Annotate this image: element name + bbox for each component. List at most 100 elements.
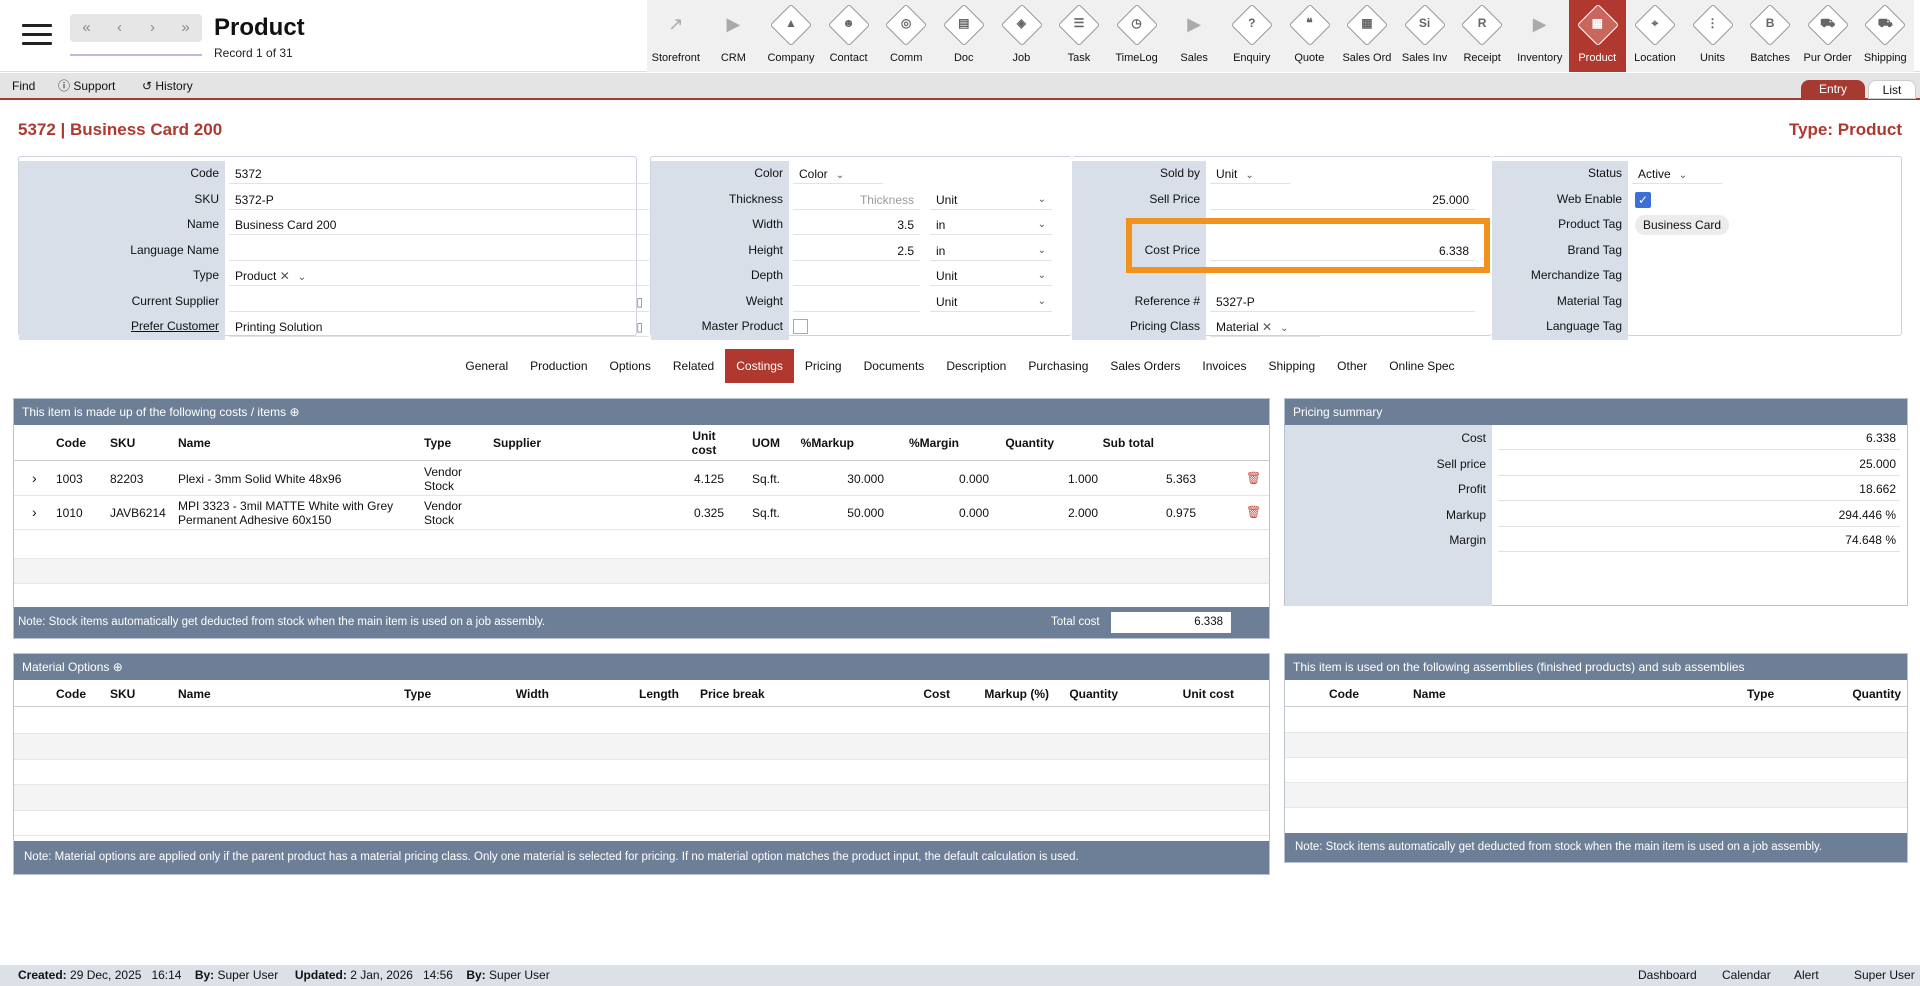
module-location[interactable]: ⌖ Location [1626, 0, 1684, 72]
expand-chevron-icon[interactable]: › [32, 504, 37, 520]
module-receipt[interactable]: R Receipt [1453, 0, 1511, 72]
module-comm[interactable]: ◎ Comm [877, 0, 935, 72]
module-label: Job [1012, 52, 1031, 64]
status-select[interactable]: Active ⌄ [1632, 164, 1722, 184]
module-company[interactable]: ▲ Company [762, 0, 820, 72]
tab-description[interactable]: Description [946, 359, 1007, 373]
web-enable-checkbox[interactable]: ✓ [1635, 191, 1651, 208]
module-doc[interactable]: ▤ Doc [934, 0, 993, 72]
find-button[interactable]: Find [4, 77, 43, 96]
module-units[interactable]: ⋮ Units [1683, 0, 1742, 72]
trash-icon[interactable]: 🗑 [1246, 471, 1262, 485]
prev-record-button[interactable]: ‹ [117, 19, 122, 36]
color-select[interactable]: Color ⌄ [793, 164, 883, 184]
clear-icon[interactable]: ✕ [276, 269, 290, 283]
tab-costings[interactable]: Costings [725, 349, 794, 383]
product-tag-chip[interactable]: Business Card [1635, 215, 1730, 235]
tab-options[interactable]: Options [609, 359, 651, 373]
chevron-down-icon[interactable]: ⌄ [1245, 170, 1254, 181]
field-value[interactable]: 3.5 [793, 215, 920, 235]
unit-select[interactable]: Unit ⌄ [930, 266, 1052, 286]
module-pur-order[interactable]: ⛟ Pur Order [1798, 0, 1857, 72]
tab-pricing[interactable]: Pricing [804, 359, 842, 373]
field-label: Prefer Customer [19, 314, 225, 340]
tab-production[interactable]: Production [530, 359, 588, 373]
chevron-down-icon[interactable]: ⌄ [1037, 295, 1046, 307]
unit-select[interactable]: Unit ⌄ [930, 190, 1052, 210]
field-value[interactable]: 5372 [229, 164, 649, 184]
field-value[interactable] [793, 292, 920, 312]
field-value[interactable] [229, 241, 649, 261]
unit-select[interactable]: Unit ⌄ [930, 292, 1052, 312]
list-tab[interactable]: List [1868, 80, 1916, 99]
field-value[interactable]: 2.5 [793, 241, 920, 261]
lookup-list-icon[interactable]: ▯ [636, 294, 643, 309]
tab-shipping[interactable]: Shipping [1268, 359, 1316, 373]
user-link[interactable]: Super User [1854, 968, 1915, 982]
chevron-down-icon[interactable]: ⌄ [835, 170, 845, 181]
tab-related[interactable]: Related [672, 359, 715, 373]
module-sales-inv[interactable]: Si Sales Inv [1395, 0, 1454, 72]
chevron-down-icon[interactable]: ⌄ [1037, 270, 1046, 281]
sold-by-select[interactable]: Unit ⌄ [1210, 164, 1290, 184]
field-value[interactable] [793, 266, 920, 286]
tab-purchasing[interactable]: Purchasing [1028, 359, 1089, 373]
master-product-checkbox[interactable] [793, 319, 808, 334]
pricing-class-select[interactable]: Material ✕ ⌄ [1210, 317, 1320, 337]
last-record-button[interactable]: » [181, 19, 190, 36]
module-sales-ord[interactable]: ▦ Sales Ord [1338, 0, 1396, 72]
next-record-button[interactable]: › [150, 19, 155, 36]
field-value[interactable]: 25.000 [1210, 190, 1475, 210]
module-task[interactable]: ☰ Task [1050, 0, 1108, 72]
module-crm[interactable]: ▶ CRM [704, 0, 763, 72]
first-record-button[interactable]: « [82, 19, 91, 36]
tab-other[interactable]: Other [1337, 359, 1368, 373]
field-value[interactable]: 5372-P [229, 190, 649, 210]
module-job[interactable]: ◈ Job [992, 0, 1051, 72]
chevron-down-icon[interactable]: ⌄ [1037, 193, 1046, 205]
hamburger-menu-icon[interactable] [22, 24, 52, 46]
dashboard-link[interactable]: Dashboard [1638, 968, 1697, 982]
module-quote[interactable]: ❝ Quote [1280, 0, 1339, 72]
calendar-link[interactable]: Calendar [1722, 968, 1771, 982]
tab-online-spec[interactable]: Online Spec [1389, 359, 1455, 373]
history-button[interactable]: ↺ History [134, 77, 201, 96]
unit-select[interactable]: in ⌄ [930, 215, 1052, 235]
chevron-down-icon[interactable]: ⌄ [1678, 170, 1688, 181]
module-inventory[interactable]: ▶ Inventory [1510, 0, 1569, 72]
module-storefront[interactable]: ↗ Storefront [647, 0, 705, 72]
chevron-down-icon[interactable]: ⌄ [1037, 244, 1046, 256]
add-circle-icon[interactable]: ⊕ [289, 405, 300, 419]
cell-type: Vendor Stock [424, 465, 463, 493]
module-timelog[interactable]: ◷ TimeLog [1107, 0, 1166, 72]
type-select[interactable]: Product ✕ ⌄ [229, 266, 649, 286]
field-value[interactable]: Thickness [793, 190, 920, 210]
alert-link[interactable]: Alert [1794, 968, 1819, 982]
module-batches[interactable]: B Batches [1741, 0, 1799, 72]
module-contact[interactable]: ☻ Contact [819, 0, 878, 72]
tab-documents[interactable]: Documents [863, 359, 925, 373]
field-value[interactable]: 6.338 [1210, 241, 1475, 261]
clear-icon[interactable]: ✕ [1258, 320, 1273, 334]
chevron-down-icon[interactable]: ⌄ [1037, 219, 1046, 230]
module-sales[interactable]: ▶ Sales [1165, 0, 1223, 72]
module-product[interactable]: ▦ Product [1568, 0, 1627, 72]
chevron-down-icon[interactable]: ⌄ [1280, 323, 1289, 334]
trash-icon[interactable]: 🗑 [1246, 505, 1262, 519]
lookup-field[interactable]: Printing Solution ▯ [229, 317, 649, 337]
entry-tab[interactable]: Entry [1801, 80, 1865, 99]
lookup-field[interactable]: ▯ [229, 292, 649, 312]
field-value[interactable]: 5327-P [1210, 292, 1475, 312]
chevron-down-icon[interactable]: ⌄ [297, 272, 307, 283]
module-shipping[interactable]: ⛟ Shipping [1856, 0, 1915, 72]
lookup-list-icon[interactable]: ▯ [636, 320, 643, 334]
tab-invoices[interactable]: Invoices [1202, 359, 1247, 373]
add-circle-icon[interactable]: ⊕ [112, 660, 123, 674]
field-value[interactable]: Business Card 200 [229, 215, 649, 235]
expand-chevron-icon[interactable]: › [32, 470, 37, 486]
tab-sales-orders[interactable]: Sales Orders [1110, 359, 1181, 373]
support-button[interactable]: ⓘ Support [50, 77, 123, 96]
module-enquiry[interactable]: ? Enquiry [1222, 0, 1281, 72]
unit-select[interactable]: in ⌄ [930, 241, 1052, 261]
tab-general[interactable]: General [465, 359, 509, 373]
